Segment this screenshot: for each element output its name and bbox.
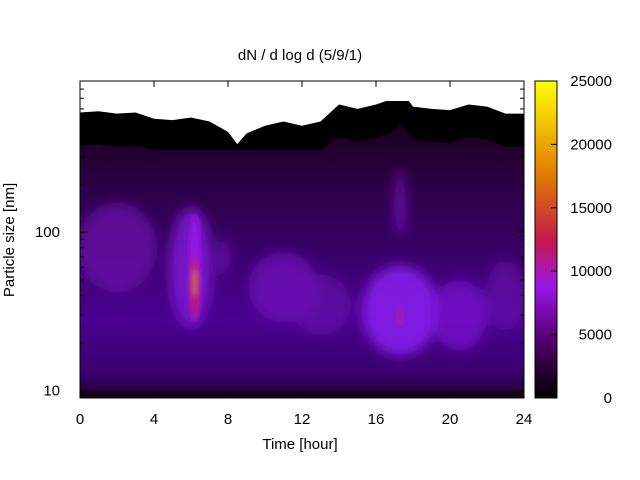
heat-blob	[80, 202, 157, 293]
y-axis-label: Particle size [nm]	[1, 183, 18, 297]
colorbar	[534, 80, 558, 399]
y-tick-label: 10	[43, 383, 60, 400]
colorbar-tick-label: 10000	[570, 263, 612, 280]
chart-title: dN / d log d (5/9/1)	[238, 47, 362, 64]
x-tick-label: 12	[294, 411, 311, 428]
x-tick-label: 4	[150, 411, 158, 428]
x-tick-label: 24	[516, 411, 533, 428]
x-axis-label: Time [hour]	[262, 436, 337, 453]
upper-no-data-mask	[80, 81, 524, 145]
y-tick-label: 100	[35, 224, 60, 241]
heat-blob	[218, 236, 231, 277]
x-tick-label: 8	[224, 411, 232, 428]
colorbar-axis: 0 5000 10000 15000 20000 25000	[551, 73, 612, 407]
peak-max	[192, 268, 197, 297]
heat-blob	[431, 280, 488, 351]
x-tick-label: 0	[76, 411, 84, 428]
heat-blob	[485, 260, 524, 331]
x-tick-label: 20	[442, 411, 459, 428]
colorbar-tick-label: 15000	[570, 200, 612, 217]
colorbar-tick-label: 0	[604, 390, 612, 407]
heat-blob	[290, 274, 351, 335]
x-axis: 0 4 8 12 16 20 24	[76, 81, 533, 428]
peak-core-2	[397, 303, 404, 328]
upper-black-band	[80, 89, 524, 151]
x-tick-label: 16	[368, 411, 385, 428]
heatmap	[80, 81, 524, 398]
y-axis: 10 100	[35, 88, 524, 400]
heat-blob	[394, 169, 407, 240]
colorbar-tick-label: 20000	[570, 136, 612, 153]
colorbar-tick-label: 5000	[579, 327, 612, 344]
colorbar-tick-label: 25000	[570, 73, 612, 90]
